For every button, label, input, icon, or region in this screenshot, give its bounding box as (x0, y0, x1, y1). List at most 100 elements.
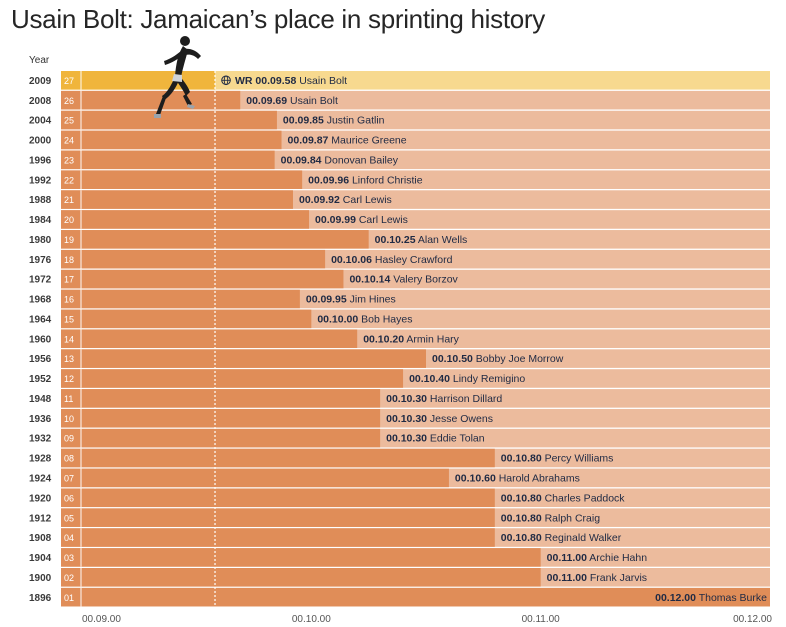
year-label: 1984 (29, 215, 52, 226)
bar (82, 210, 310, 229)
bar (82, 408, 381, 428)
athlete-name: Valery Borzov (390, 274, 458, 286)
runner-front-shin (183, 94, 192, 106)
year-label: 1936 (29, 414, 52, 425)
year-label: 1956 (29, 354, 52, 365)
bar (82, 249, 326, 269)
time-label: 00.09.87 (288, 135, 329, 147)
rank-number: 15 (64, 314, 74, 324)
year-label: 1976 (29, 255, 52, 266)
rank-box (61, 210, 82, 229)
time-label: 00.10.80 (501, 512, 542, 524)
data-label: 00.12.00 Thomas Burke (655, 592, 767, 604)
bar (82, 448, 495, 468)
bar-row-1996: 1996 23 00.09.84 Donovan Bailey (29, 150, 770, 170)
rank-box (61, 90, 82, 110)
bar-row-1896: 1896 01 00.12.00 Thomas Burke (29, 587, 770, 607)
time-label: 00.10.14 (349, 274, 390, 286)
bar (82, 289, 300, 309)
time-label: 00.10.20 (363, 333, 404, 345)
data-label: 00.09.87 Maurice Greene (288, 135, 407, 147)
data-label: 00.10.50 Bobby Joe Morrow (432, 353, 564, 365)
rank-number: 19 (64, 235, 74, 245)
athlete-name: Jesse Owens (427, 413, 493, 425)
bar (82, 587, 770, 607)
bar (82, 428, 381, 448)
runner-front-arm (183, 48, 201, 59)
rank-box (61, 269, 82, 289)
time-label: 00.11.00 (547, 572, 587, 584)
athlete-name: Jim Hines (347, 294, 396, 306)
bar-row-1920: 1920 06 00.10.80 Charles Paddock (29, 488, 770, 508)
bar (82, 170, 303, 189)
year-column-header: Year (29, 55, 50, 66)
athlete-name: Alan Wells (416, 234, 468, 246)
rank-number: 01 (64, 593, 74, 603)
data-label: 00.10.60 Harold Abrahams (455, 472, 580, 484)
rank-number: 18 (64, 255, 74, 265)
bar-row-2008: 2008 26 00.09.69 Usain Bolt (29, 90, 770, 110)
year-label: 1908 (29, 533, 52, 544)
rank-box (61, 230, 82, 249)
year-label: 1996 (29, 155, 52, 166)
year-label: 1960 (29, 334, 52, 345)
time-label: 00.10.50 (432, 353, 473, 365)
data-label: 00.09.85 Justin Gatlin (283, 115, 385, 127)
time-label: 00.10.60 (455, 472, 496, 484)
athlete-name: Lindy Remigino (450, 373, 525, 385)
athlete-name: Donovan Bailey (322, 154, 399, 166)
x-tick-label: 00.11.00 (522, 614, 561, 625)
athlete-name: Eddie Tolan (427, 433, 485, 445)
runner-figure (154, 36, 201, 118)
bar (82, 568, 541, 587)
year-label: 1988 (29, 195, 52, 206)
athlete-name: Carl Lewis (356, 214, 408, 226)
time-label: 00.11.00 (547, 552, 587, 564)
rank-box (61, 249, 82, 269)
time-label: 00.10.80 (501, 453, 542, 465)
year-label: 2009 (29, 76, 52, 87)
bar (82, 369, 404, 388)
year-label: 1992 (29, 175, 52, 186)
data-label: 00.11.00 Archie Hahn (547, 552, 648, 564)
year-label: 1968 (29, 295, 52, 306)
data-label: 00.10.80 Ralph Craig (501, 512, 600, 524)
year-label: 1920 (29, 493, 52, 504)
rank-box (61, 508, 82, 527)
data-label: 00.09.69 Usain Bolt (246, 95, 338, 107)
bar (82, 389, 381, 408)
year-label: 2004 (29, 116, 52, 127)
time-label: WR (235, 75, 255, 87)
bar-row-1972: 1972 17 00.10.14 Valery Borzov (29, 269, 770, 289)
time-label: 00.10.00 (317, 313, 358, 325)
time-label: 00.10.30 (386, 393, 427, 405)
rank-number: 17 (64, 275, 74, 285)
athlete-name: Harrison Dillard (427, 393, 502, 405)
athlete-name: Armin Hary (404, 333, 460, 345)
bar-row-1956: 1956 13 00.10.50 Bobby Joe Morrow (29, 349, 770, 368)
bar (82, 349, 426, 368)
data-label: 00.10.30 Harrison Dillard (386, 393, 502, 405)
year-label: 1952 (29, 374, 52, 385)
rank-box (61, 587, 82, 607)
athlete-name: Bobby Joe Morrow (473, 353, 564, 365)
year-label: 2008 (29, 96, 52, 107)
rank-number: 20 (64, 215, 74, 225)
athlete-name: Linford Christie (349, 174, 423, 186)
bar-row-1964: 1964 15 00.10.00 Bob Hayes (29, 309, 770, 329)
rank-box (61, 408, 82, 428)
rank-number: 12 (64, 374, 74, 384)
runner-shorts (172, 74, 182, 82)
time-label: 00.10.30 (386, 413, 427, 425)
data-label: 00.09.95 Jim Hines (306, 294, 396, 306)
bar (82, 488, 495, 508)
data-label: 00.10.14 Valery Borzov (349, 274, 458, 286)
bar-row-1912: 1912 05 00.10.80 Ralph Craig (29, 508, 770, 527)
rank-box (61, 110, 82, 130)
bar (82, 90, 241, 110)
bar-row-2004: 2004 25 00.09.85 Justin Gatlin (29, 110, 770, 130)
rank-box (61, 71, 82, 90)
time-label: 00.09.96 (308, 174, 349, 186)
data-label: 00.10.20 Armin Hary (363, 333, 459, 345)
bar-row-1992: 1992 22 00.09.96 Linford Christie (29, 170, 770, 189)
